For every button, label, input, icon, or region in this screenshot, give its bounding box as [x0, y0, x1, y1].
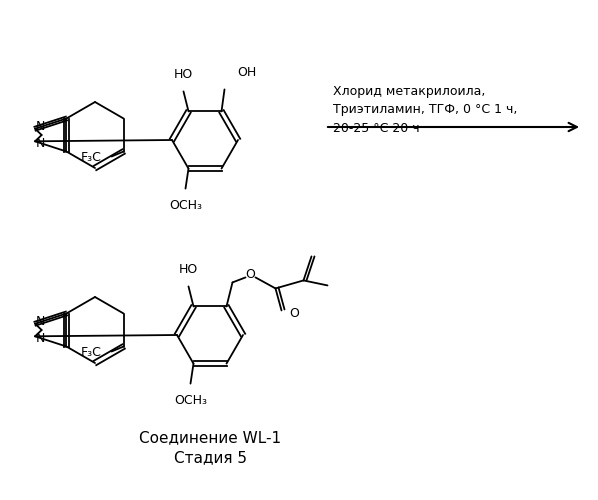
Text: N: N [35, 315, 45, 328]
Text: O: O [246, 268, 255, 281]
Text: N: N [35, 120, 45, 133]
Text: F₃C: F₃C [81, 151, 102, 164]
Text: N: N [35, 332, 45, 345]
Text: HO: HO [174, 68, 193, 82]
Text: OH: OH [237, 66, 257, 80]
Text: OCH₃: OCH₃ [174, 394, 207, 406]
Text: N: N [35, 137, 45, 150]
Text: Соединение WL-1: Соединение WL-1 [139, 430, 281, 446]
Text: OCH₃: OCH₃ [169, 198, 202, 211]
Text: Стадия 5: Стадия 5 [173, 450, 246, 466]
Text: O: O [289, 307, 300, 320]
Text: Хлорид метакрилоила,: Хлорид метакрилоила, [333, 86, 486, 98]
Text: 20-25 °C 20 ч: 20-25 °C 20 ч [333, 122, 420, 134]
Text: Триэтиламин, ТГФ, 0 °C 1 ч,: Триэтиламин, ТГФ, 0 °C 1 ч, [333, 104, 517, 117]
Text: F₃C: F₃C [81, 346, 102, 359]
Text: HO: HO [179, 264, 198, 276]
